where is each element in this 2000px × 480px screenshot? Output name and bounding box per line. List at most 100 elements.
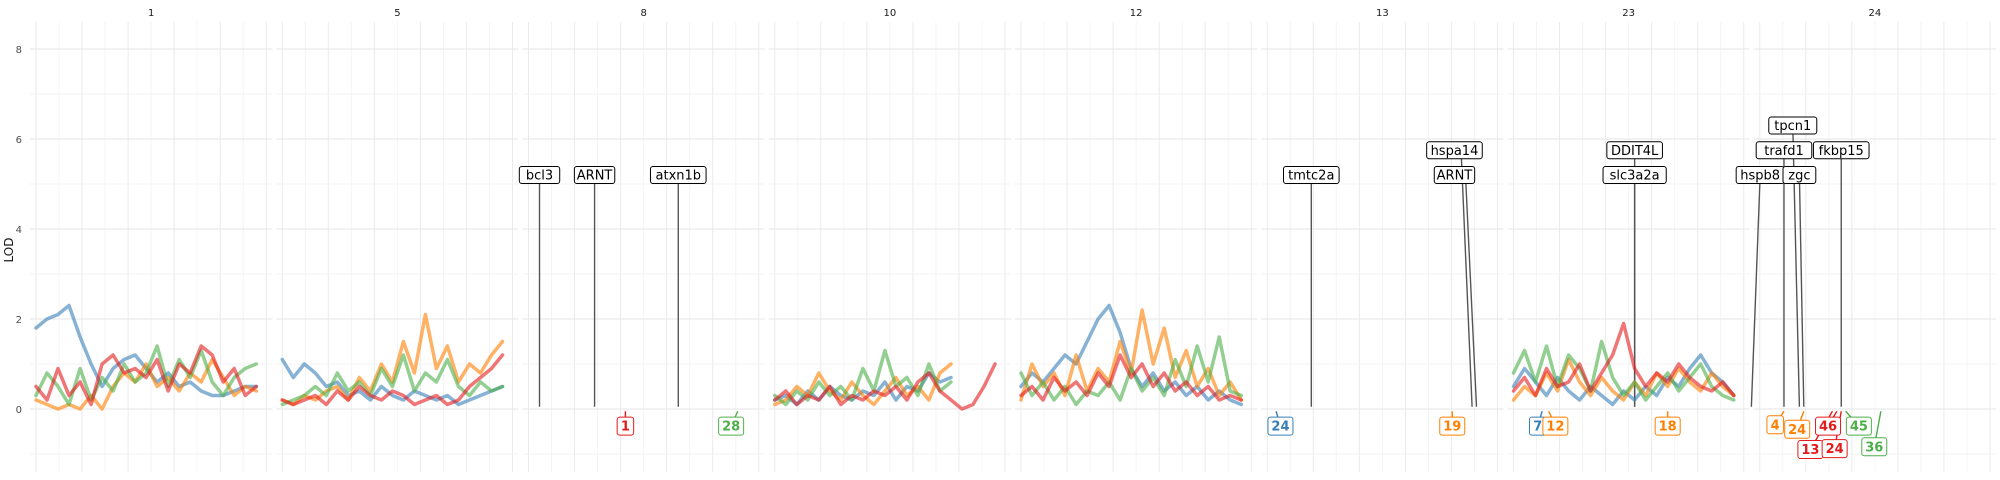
label-layer: bcl3 ARNT atxn1b tmtc2a hspa14 ARNT DDIT4L slc3… <box>518 116 1888 459</box>
lod-curve <box>773 362 997 411</box>
peak-label: 19 <box>1439 416 1466 436</box>
facet-strip-title: 1 <box>148 8 154 19</box>
gene-label-text: tmtc2a <box>1288 169 1334 184</box>
peak-label-text: 46 <box>1819 420 1837 435</box>
lod-curve <box>1511 357 1736 402</box>
y-tick-label: 2 <box>16 315 22 326</box>
peak-label: 7 <box>1528 416 1547 436</box>
gene-label: ARNT <box>1433 166 1476 184</box>
gene-label-connector <box>1798 174 1805 407</box>
peak-label-text: 28 <box>722 420 740 435</box>
gene-label: atxn1b <box>649 166 707 184</box>
gene-label: ARNT <box>573 166 616 184</box>
peak-label: 24 <box>1267 416 1294 436</box>
label-connector-layer <box>538 125 1882 450</box>
peak-label: 45 <box>1845 416 1872 436</box>
peak-label-box <box>718 416 745 436</box>
peak-label-box <box>1439 416 1466 436</box>
gene-label-text: trafd1 <box>1764 144 1804 159</box>
peak-label-box <box>616 416 635 436</box>
lod-curve <box>773 362 953 407</box>
lod-curve <box>1019 303 1244 407</box>
peak-label-box <box>1845 416 1872 436</box>
gene-label-text: DDIT4L <box>1611 144 1659 159</box>
peak-label-box <box>1784 419 1811 439</box>
peak-label: 46 <box>1815 416 1842 436</box>
gene-label-text: bcl3 <box>526 169 553 184</box>
gene-label-box <box>1755 141 1813 160</box>
gene-label-box <box>1433 166 1476 184</box>
gene-label-text: zgc <box>1788 169 1810 184</box>
peak-label: 28 <box>718 416 745 436</box>
gene-label-text: hspb8 <box>1740 169 1780 184</box>
gene-label: tpcn1 <box>1768 116 1818 135</box>
gene-label-text: atxn1b <box>656 169 702 184</box>
gene-label-box <box>1602 166 1667 184</box>
gene-label-box <box>649 166 707 184</box>
peak-label-text: 24 <box>1788 423 1806 438</box>
gene-label-box <box>1782 166 1817 184</box>
gene-label-text: ARNT <box>1437 169 1473 184</box>
lod-curve <box>1511 339 1736 402</box>
gene-label: tmtc2a <box>1283 166 1340 184</box>
lod-curve-layer <box>34 303 1736 411</box>
lod-curve <box>1019 353 1244 402</box>
gene-label: zgc <box>1782 166 1817 184</box>
y-tick-label: 4 <box>16 225 22 236</box>
peak-label-text: 7 <box>1533 420 1542 435</box>
y-tick-label: 8 <box>16 45 22 56</box>
peak-label-text: 24 <box>1826 442 1844 457</box>
gene-label-box <box>1768 116 1818 135</box>
gene-label-box <box>1606 141 1663 160</box>
peak-label: 4 <box>1766 415 1784 435</box>
peak-label-box <box>1766 415 1784 435</box>
facet-strip-title: 8 <box>640 8 646 19</box>
gene-label: trafd1 <box>1755 141 1813 160</box>
peak-label-box <box>1654 416 1681 436</box>
gene-label-text: tpcn1 <box>1774 119 1811 134</box>
peak-label-text: 45 <box>1850 420 1868 435</box>
peak-label: 24 <box>1784 419 1811 439</box>
lod-curve <box>280 353 505 407</box>
gene-label-connector <box>1464 174 1478 407</box>
gene-label-text: ARNT <box>577 169 613 184</box>
gene-label-text: fkbp15 <box>1819 144 1864 159</box>
peak-label-text: 18 <box>1659 420 1677 435</box>
peak-label-box <box>1861 437 1888 457</box>
peak-label-text: 24 <box>1271 420 1289 435</box>
lod-curve <box>280 357 505 407</box>
gene-label: bcl3 <box>518 166 561 184</box>
facet-strip-title: 13 <box>1376 8 1389 19</box>
gene-label-box <box>1426 141 1483 160</box>
gene-label-connector <box>1460 150 1473 407</box>
peak-label-box <box>1542 416 1569 436</box>
y-axis-label: LOD <box>2 238 16 263</box>
facet-strip-title: 12 <box>1130 8 1143 19</box>
peak-label: 24 <box>1821 439 1848 459</box>
gene-label: fkbp15 <box>1812 141 1870 160</box>
peak-label-text: 1 <box>621 420 630 435</box>
lod-curve <box>34 344 259 407</box>
gene-label-connector <box>1750 174 1761 407</box>
peak-label-text: 36 <box>1865 440 1883 455</box>
lod-curve <box>1511 353 1736 407</box>
gene-label: DDIT4L <box>1606 141 1663 160</box>
gene-label: slc3a2a <box>1602 166 1667 184</box>
facet-strip-title: 5 <box>394 8 400 19</box>
facet-strip-title: 10 <box>884 8 897 19</box>
peak-label-box <box>1821 439 1848 459</box>
gene-label-text: slc3a2a <box>1610 169 1660 184</box>
peak-label: 1 <box>616 416 635 436</box>
lod-curve <box>1019 335 1244 407</box>
facet-strip-title: 24 <box>1869 8 1882 19</box>
peak-label: 13 <box>1797 440 1824 459</box>
y-tick-label: 0 <box>16 405 22 416</box>
gene-label-text: hspa14 <box>1431 144 1479 159</box>
gene-label-box <box>1283 166 1340 184</box>
gene-label: hspa14 <box>1426 141 1483 160</box>
peak-label-box <box>1267 416 1294 436</box>
peak-label-text: 13 <box>1801 443 1819 458</box>
gene-label-box <box>1812 141 1870 160</box>
